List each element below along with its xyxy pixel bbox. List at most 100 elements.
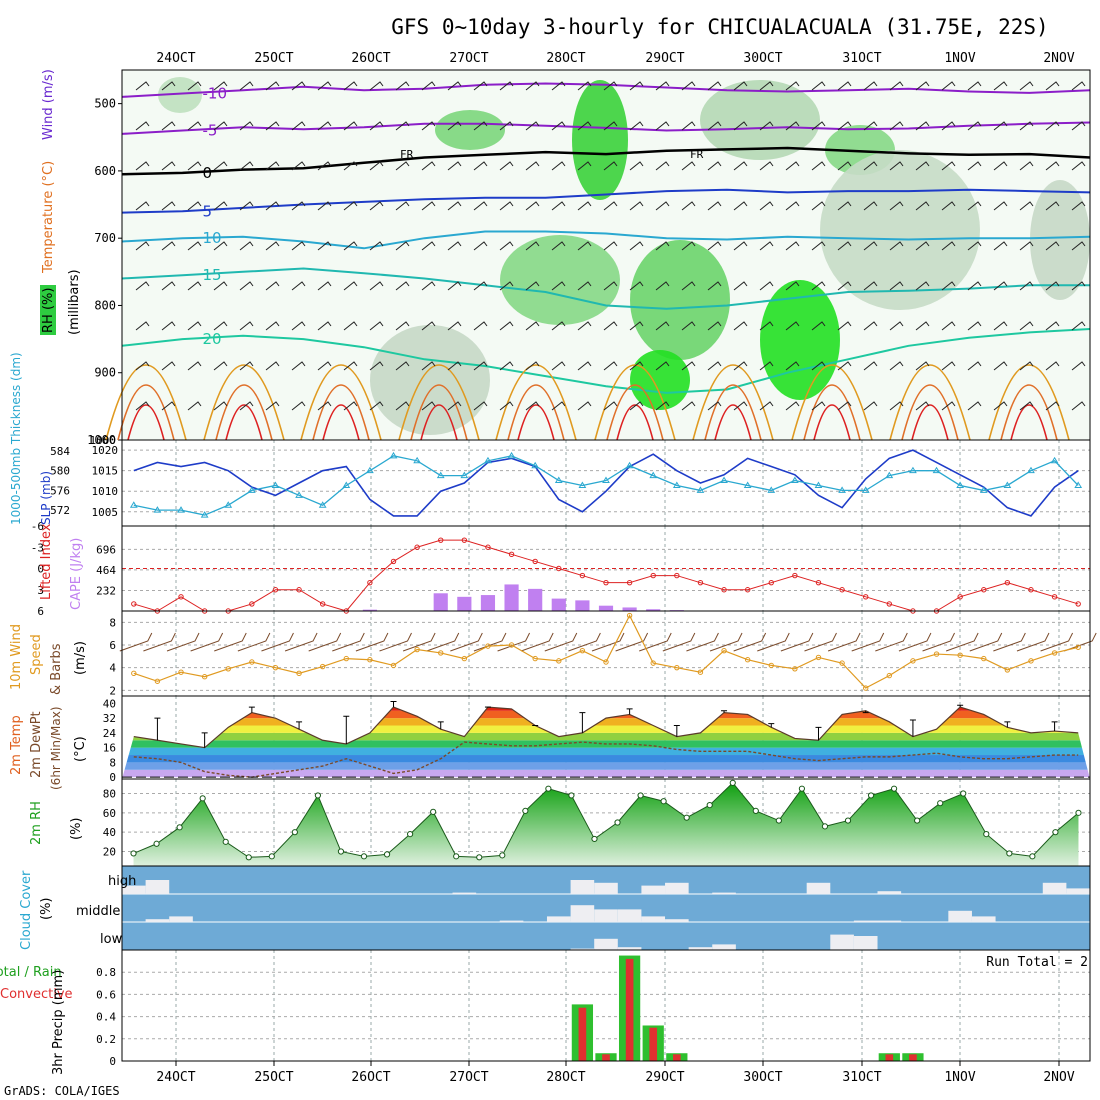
upper-wind-barb: [1045, 401, 1060, 411]
upper-wind-barb: [785, 401, 800, 411]
temp-minmax-whisker: [768, 723, 775, 728]
time-label-bottom: 1NOV: [944, 1070, 975, 1085]
surface-warm-contour: [988, 364, 1070, 441]
upper-wind-barb: [655, 201, 670, 211]
upper-wind-barb: [915, 241, 930, 251]
rh-marker: [522, 807, 529, 815]
wind-speed-marker: [1004, 667, 1011, 673]
upper-wind-barb: [421, 361, 436, 371]
upper-wind-barb: [655, 81, 670, 91]
upper-wind-barb: [213, 201, 228, 211]
wind-barb: [402, 632, 436, 652]
wind-speed-marker: [697, 669, 704, 675]
wind-tick-label: 6: [109, 639, 116, 652]
upper-wind-barb: [889, 201, 904, 211]
upper-wind-barb: [473, 281, 488, 291]
upper-wind-barb: [239, 361, 254, 371]
wind-barb: [450, 632, 483, 652]
upper-wind-barb: [291, 161, 306, 171]
rh-shading: [700, 80, 820, 160]
rh-marker: [291, 829, 298, 836]
upper-wind-barb: [187, 161, 202, 171]
upper-wind-barb: [837, 401, 852, 411]
upper-wind-barb: [941, 201, 956, 211]
li-marker: [532, 558, 538, 565]
surface-warm-contour: [594, 364, 676, 441]
wind-speed-marker: [178, 669, 184, 675]
upper-wind-barb: [239, 121, 254, 131]
rh-shading: [500, 235, 620, 325]
upper-wind-barb: [551, 201, 566, 211]
upper-wind-barb: [421, 401, 436, 411]
upper-wind-barb: [265, 241, 280, 251]
li-marker: [178, 594, 184, 600]
wind-barb: [780, 632, 814, 652]
upper-wind-barb: [837, 81, 852, 91]
time-label-bottom: 31OCT: [842, 1070, 881, 1085]
upper-wind-barb: [161, 401, 176, 411]
upper-wind-barb: [967, 361, 982, 371]
wind-barb: [851, 632, 885, 652]
upper-wind-barb: [993, 281, 1008, 291]
wind-barb: [615, 632, 649, 652]
upper-wind-barb: [1045, 241, 1060, 251]
rh-marker: [775, 817, 782, 824]
wind-speed-marker: [721, 647, 727, 654]
temp-contour-label: 0: [203, 164, 213, 182]
upper-wind-barb: [707, 361, 722, 371]
rh-units-label: (%): [69, 818, 84, 841]
surface-warm-contour: [714, 404, 752, 441]
li-marker: [579, 572, 586, 579]
upper-wind-barb: [967, 121, 982, 131]
upper-wind-barb: [525, 401, 540, 411]
upper-wind-barb: [213, 281, 228, 291]
upper-wind-barb: [395, 321, 410, 331]
rh-legend-swatch: [40, 285, 56, 335]
rh-tick-label: 40: [103, 826, 116, 839]
pressure-tick-label: 500: [94, 97, 116, 111]
upper-wind-barb: [135, 361, 150, 371]
cloud-high-bar: [641, 885, 666, 894]
upper-wind-barb: [629, 201, 644, 211]
thickness-marker: [767, 486, 776, 493]
surface-warm-contour: [398, 364, 480, 441]
surface-warm-contour: [105, 364, 187, 441]
upper-wind-barb: [421, 241, 436, 251]
upper-wind-barb: [343, 81, 358, 91]
li-marker: [390, 558, 397, 565]
upper-wind-barb: [291, 281, 306, 291]
upper-wind-barb: [525, 241, 540, 251]
upper-wind-barb: [1045, 361, 1060, 371]
wind-speed-marker: [744, 657, 751, 663]
upper-wind-barb: [993, 121, 1008, 131]
upper-wind-barb: [863, 241, 878, 251]
cape-bar: [433, 593, 448, 611]
thickness-marker: [366, 466, 374, 474]
upper-wind-barb: [343, 281, 358, 291]
temp-tick-label: 24: [103, 727, 117, 740]
upper-wind-barb: [603, 161, 618, 171]
upper-wind-barb: [811, 241, 826, 251]
freezing-level-label: FR: [400, 148, 414, 161]
wind-speed-marker: [650, 660, 656, 666]
upper-wind-barb: [213, 161, 228, 171]
upper-wind-barb: [993, 161, 1008, 171]
upper-wind-barb: [915, 161, 930, 171]
upper-wind-barb: [629, 361, 644, 371]
upper-wind-barb: [1071, 401, 1086, 411]
upper-wind-barb: [161, 121, 176, 131]
surface-warm-contour: [322, 404, 360, 441]
upper-wind-barb: [265, 321, 280, 331]
temp-minmax-whisker: [909, 719, 916, 737]
upper-wind-barb: [317, 361, 332, 371]
upper-wind-barb: [291, 361, 306, 371]
upper-wind-barb: [265, 361, 280, 371]
wind-barb: [804, 632, 837, 652]
temp-minmax-whisker: [390, 701, 397, 708]
li-marker: [744, 587, 751, 593]
upper-wind-barb: [863, 81, 878, 91]
precip-conv-bar: [885, 1054, 894, 1061]
rh-tick-label: 60: [103, 807, 116, 820]
rh-marker: [1006, 850, 1013, 857]
cloud-middle-bar: [665, 919, 689, 922]
